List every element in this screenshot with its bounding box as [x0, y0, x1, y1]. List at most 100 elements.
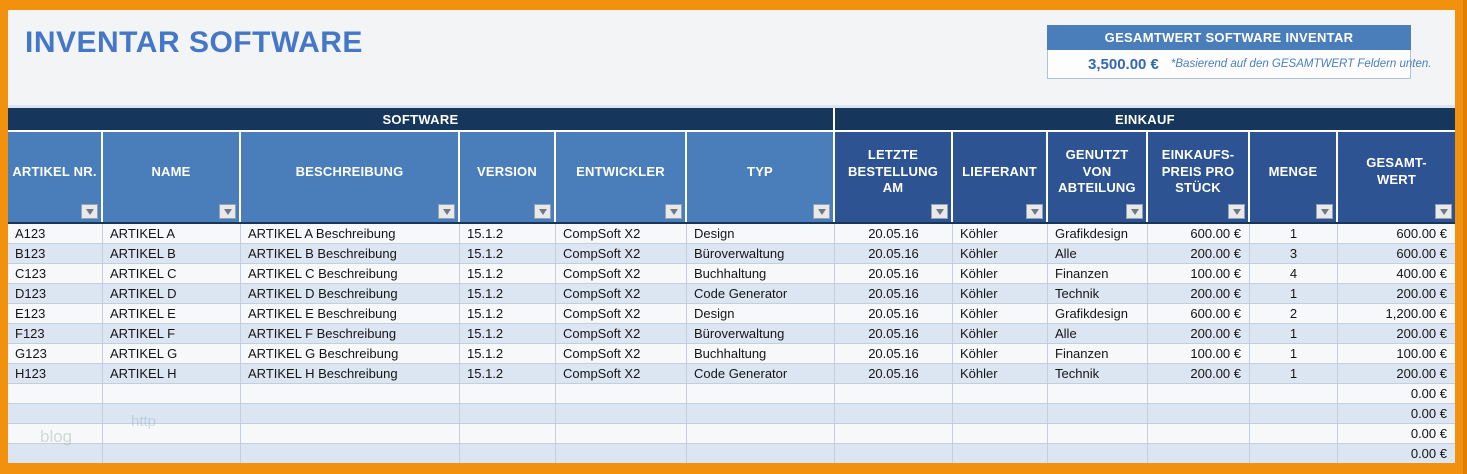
cell-lieferant[interactable]: Köhler: [953, 264, 1048, 284]
cell-beschreibung[interactable]: ARTIKEL F Beschreibung: [241, 324, 460, 344]
cell-beschreibung[interactable]: [241, 444, 460, 463]
cell-entwickler[interactable]: [556, 384, 687, 404]
cell-einkaufspreis_pro_stueck[interactable]: [1148, 424, 1250, 444]
cell-typ[interactable]: Büroverwaltung: [687, 324, 835, 344]
filter-dropdown-button-entwickler[interactable]: [665, 204, 682, 219]
cell-version[interactable]: [460, 444, 556, 463]
cell-version[interactable]: 15.1.2: [460, 344, 556, 364]
cell-lieferant[interactable]: [953, 384, 1048, 404]
cell-gesamtwert[interactable]: 200.00 €: [1338, 284, 1455, 304]
cell-name[interactable]: [103, 444, 241, 463]
cell-einkaufspreis_pro_stueck[interactable]: 200.00 €: [1148, 364, 1250, 384]
cell-beschreibung[interactable]: ARTIKEL G Beschreibung: [241, 344, 460, 364]
cell-artikel_nr[interactable]: E123: [8, 304, 103, 324]
cell-menge[interactable]: 1: [1250, 324, 1338, 344]
cell-einkaufspreis_pro_stueck[interactable]: 100.00 €: [1148, 264, 1250, 284]
cell-letzte_bestellung_am[interactable]: [835, 424, 953, 444]
filter-dropdown-button-beschreibung[interactable]: [438, 204, 455, 219]
filter-dropdown-button-artikel_nr[interactable]: [81, 204, 98, 219]
cell-genutzt_von_abteilung[interactable]: Technik: [1048, 284, 1148, 304]
cell-typ[interactable]: [687, 424, 835, 444]
cell-letzte_bestellung_am[interactable]: 20.05.16: [835, 364, 953, 384]
cell-einkaufspreis_pro_stueck[interactable]: 200.00 €: [1148, 244, 1250, 264]
cell-menge[interactable]: [1250, 424, 1338, 444]
cell-genutzt_von_abteilung[interactable]: [1048, 424, 1148, 444]
cell-genutzt_von_abteilung[interactable]: [1048, 384, 1148, 404]
cell-typ[interactable]: [687, 404, 835, 424]
cell-entwickler[interactable]: [556, 424, 687, 444]
cell-genutzt_von_abteilung[interactable]: Finanzen: [1048, 264, 1148, 284]
cell-genutzt_von_abteilung[interactable]: Alle: [1048, 324, 1148, 344]
cell-name[interactable]: [103, 384, 241, 404]
cell-name[interactable]: ARTIKEL G: [103, 344, 241, 364]
cell-gesamtwert[interactable]: 600.00 €: [1338, 244, 1455, 264]
cell-artikel_nr[interactable]: D123: [8, 284, 103, 304]
cell-lieferant[interactable]: [953, 444, 1048, 463]
cell-gesamtwert[interactable]: 400.00 €: [1338, 264, 1455, 284]
cell-name[interactable]: [103, 404, 241, 424]
cell-beschreibung[interactable]: ARTIKEL D Beschreibung: [241, 284, 460, 304]
cell-letzte_bestellung_am[interactable]: [835, 404, 953, 424]
cell-entwickler[interactable]: CompSoft X2: [556, 284, 687, 304]
filter-dropdown-button-version[interactable]: [534, 204, 551, 219]
cell-typ[interactable]: Code Generator: [687, 284, 835, 304]
cell-letzte_bestellung_am[interactable]: 20.05.16: [835, 244, 953, 264]
cell-name[interactable]: [103, 424, 241, 444]
cell-einkaufspreis_pro_stueck[interactable]: 200.00 €: [1148, 284, 1250, 304]
cell-letzte_bestellung_am[interactable]: 20.05.16: [835, 344, 953, 364]
cell-genutzt_von_abteilung[interactable]: [1048, 444, 1148, 463]
cell-entwickler[interactable]: CompSoft X2: [556, 344, 687, 364]
cell-typ[interactable]: [687, 384, 835, 404]
cell-artikel_nr[interactable]: G123: [8, 344, 103, 364]
cell-menge[interactable]: 1: [1250, 344, 1338, 364]
cell-letzte_bestellung_am[interactable]: 20.05.16: [835, 284, 953, 304]
cell-beschreibung[interactable]: ARTIKEL E Beschreibung: [241, 304, 460, 324]
filter-dropdown-button-name[interactable]: [219, 204, 236, 219]
cell-version[interactable]: [460, 404, 556, 424]
cell-lieferant[interactable]: [953, 424, 1048, 444]
cell-artikel_nr[interactable]: B123: [8, 244, 103, 264]
cell-version[interactable]: 15.1.2: [460, 364, 556, 384]
cell-letzte_bestellung_am[interactable]: 20.05.16: [835, 224, 953, 244]
cell-artikel_nr[interactable]: F123: [8, 324, 103, 344]
cell-menge[interactable]: 3: [1250, 244, 1338, 264]
cell-typ[interactable]: Buchhaltung: [687, 264, 835, 284]
cell-entwickler[interactable]: CompSoft X2: [556, 224, 687, 244]
cell-beschreibung[interactable]: ARTIKEL C Beschreibung: [241, 264, 460, 284]
cell-einkaufspreis_pro_stueck[interactable]: [1148, 444, 1250, 463]
cell-beschreibung[interactable]: [241, 404, 460, 424]
cell-menge[interactable]: 1: [1250, 224, 1338, 244]
cell-entwickler[interactable]: CompSoft X2: [556, 264, 687, 284]
cell-version[interactable]: [460, 424, 556, 444]
cell-gesamtwert[interactable]: 200.00 €: [1338, 324, 1455, 344]
cell-letzte_bestellung_am[interactable]: [835, 444, 953, 463]
cell-genutzt_von_abteilung[interactable]: Alle: [1048, 244, 1148, 264]
cell-genutzt_von_abteilung[interactable]: Finanzen: [1048, 344, 1148, 364]
cell-einkaufspreis_pro_stueck[interactable]: 600.00 €: [1148, 224, 1250, 244]
cell-beschreibung[interactable]: [241, 424, 460, 444]
cell-menge[interactable]: 1: [1250, 364, 1338, 384]
cell-gesamtwert[interactable]: 0.00 €: [1338, 444, 1455, 463]
cell-artikel_nr[interactable]: [8, 384, 103, 404]
cell-typ[interactable]: Design: [687, 224, 835, 244]
cell-gesamtwert[interactable]: 0.00 €: [1338, 424, 1455, 444]
cell-gesamtwert[interactable]: 100.00 €: [1338, 344, 1455, 364]
cell-lieferant[interactable]: [953, 404, 1048, 424]
cell-typ[interactable]: Büroverwaltung: [687, 244, 835, 264]
cell-lieferant[interactable]: Köhler: [953, 244, 1048, 264]
cell-gesamtwert[interactable]: 0.00 €: [1338, 404, 1455, 424]
cell-genutzt_von_abteilung[interactable]: [1048, 404, 1148, 424]
cell-version[interactable]: 15.1.2: [460, 224, 556, 244]
filter-dropdown-button-einkaufspreis_pro_stueck[interactable]: [1228, 204, 1245, 219]
cell-entwickler[interactable]: CompSoft X2: [556, 304, 687, 324]
cell-artikel_nr[interactable]: A123: [8, 224, 103, 244]
cell-einkaufspreis_pro_stueck[interactable]: 600.00 €: [1148, 304, 1250, 324]
cell-gesamtwert[interactable]: 1,200.00 €: [1338, 304, 1455, 324]
cell-version[interactable]: 15.1.2: [460, 284, 556, 304]
cell-lieferant[interactable]: Köhler: [953, 344, 1048, 364]
cell-einkaufspreis_pro_stueck[interactable]: 200.00 €: [1148, 324, 1250, 344]
cell-name[interactable]: ARTIKEL A: [103, 224, 241, 244]
cell-lieferant[interactable]: Köhler: [953, 364, 1048, 384]
cell-version[interactable]: [460, 384, 556, 404]
cell-einkaufspreis_pro_stueck[interactable]: [1148, 404, 1250, 424]
